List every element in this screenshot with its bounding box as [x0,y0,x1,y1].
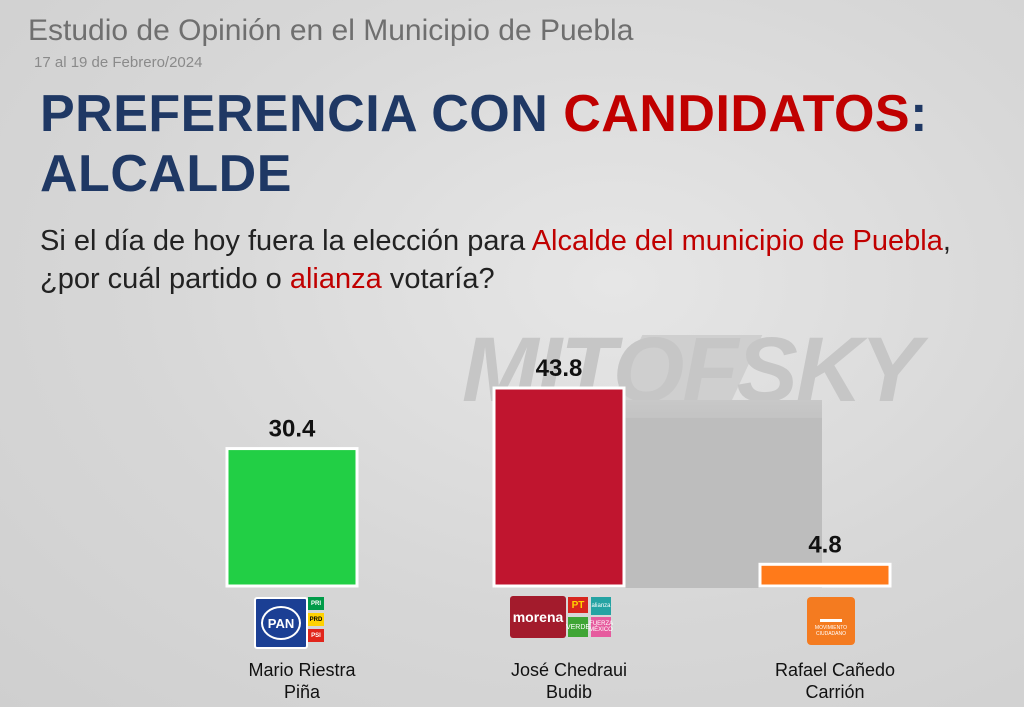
question-part5: votaría? [381,263,495,295]
value-label-3: 4.8 [808,531,841,558]
pt-logo: PT [568,597,588,613]
category-label-2-line-1: José Chedraui [511,660,627,680]
headline-line2: ALCALDE [40,145,292,203]
value-label-2: 43.8 [536,355,583,382]
category-label-1-line-2: Piña [284,682,321,702]
headline-part1: PREFERENCIA CON [40,85,564,143]
morena-logo: morena [510,596,566,638]
fuerza-mexico-logo: FUERZA MÉXICO [589,617,613,637]
value-label-1: 30.4 [269,416,316,443]
question-part1: Si el día de hoy fuera la elección para [40,225,532,257]
psi-logo: PSI [308,629,324,642]
category-label-2-line-2: Budib [546,682,592,702]
pan-logo: PAN [254,597,308,649]
ballot-box-graphic [600,418,822,588]
verde-logo: VERDE [566,617,590,637]
question-part2: Alcalde del municipio de Puebla [531,225,943,257]
mc-bird-icon [820,605,842,622]
bar-2 [492,386,626,588]
question-part3: , ¿por cuál partido o [40,225,951,295]
alianza-logo: alianza [591,597,611,615]
pan-logo-text: PAN [261,606,301,640]
bar-1 [225,447,359,588]
prd-logo: PRD [308,613,324,626]
category-label-3-line-2: Carrión [805,682,864,702]
headline-part3: : [910,85,928,143]
question-text: Si el día de hoy fuera la elección para … [40,222,1010,298]
headline: PREFERENCIA CON CANDIDATOS: ALCALDE [40,84,928,204]
headline-part2: CANDIDATOS [563,85,911,143]
category-label-3-line-1: Rafael Cañedo [775,660,895,680]
header-title: Estudio de Opinión en el Municipio de Pu… [28,14,634,47]
mc-logo-text: MOVIMIENTO CIUDADANO [814,625,848,637]
movimiento-ciudadano-logo: MOVIMIENTO CIUDADANO [807,597,855,645]
category-label-1-line-1: Mario Riestra [248,660,356,680]
bar-3 [758,562,892,588]
question-part4: alianza [289,263,382,295]
header-date: 17 al 19 de Febrero/2024 [34,54,203,71]
pri-logo: PRI [308,597,324,610]
